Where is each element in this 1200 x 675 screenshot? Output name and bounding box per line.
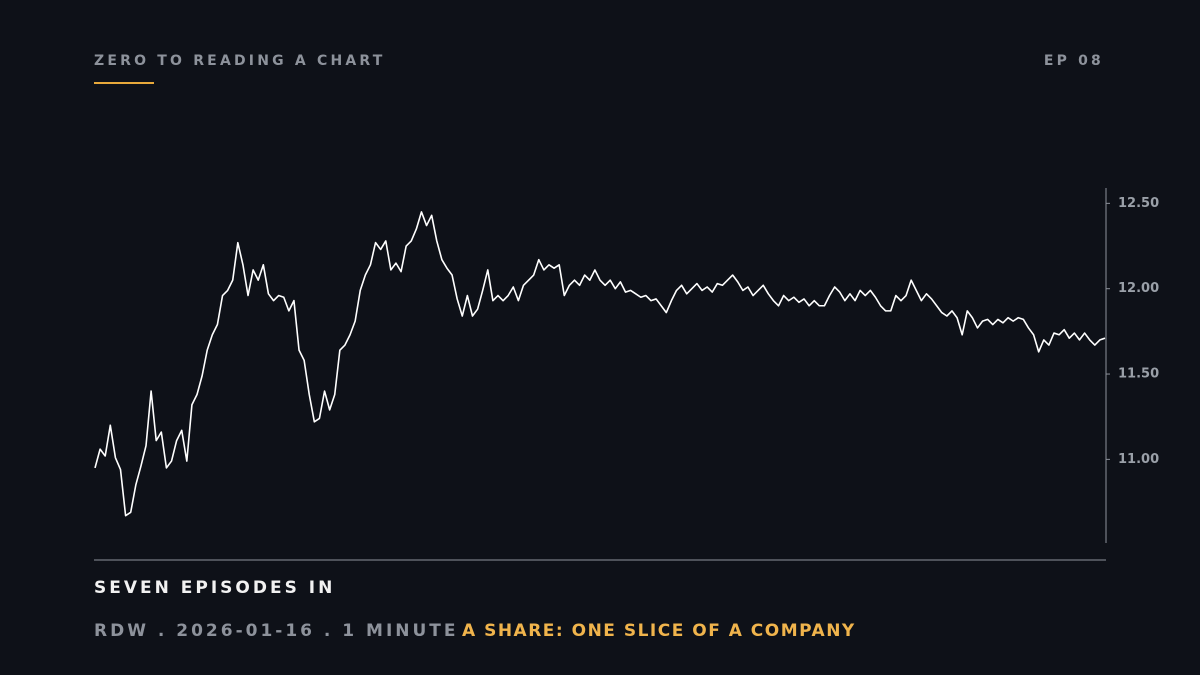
episode-label: EP 08: [1044, 53, 1104, 69]
y-tick-label: 11.50: [1118, 367, 1159, 382]
title-underline: [94, 82, 154, 84]
price-line: [94, 211, 1106, 517]
y-tick-label: 12.50: [1118, 196, 1159, 211]
series-title: ZERO TO READING A CHART: [94, 53, 386, 69]
meta-line: RDW . 2026-01-16 . 1 MINUTE: [94, 621, 459, 641]
topic: A SHARE: ONE SLICE OF A COMPANY: [462, 621, 856, 641]
y-tick-label: 11.00: [1118, 452, 1159, 467]
y-tick-label: 12.00: [1118, 281, 1159, 296]
headline: SEVEN EPISODES IN: [94, 578, 335, 598]
